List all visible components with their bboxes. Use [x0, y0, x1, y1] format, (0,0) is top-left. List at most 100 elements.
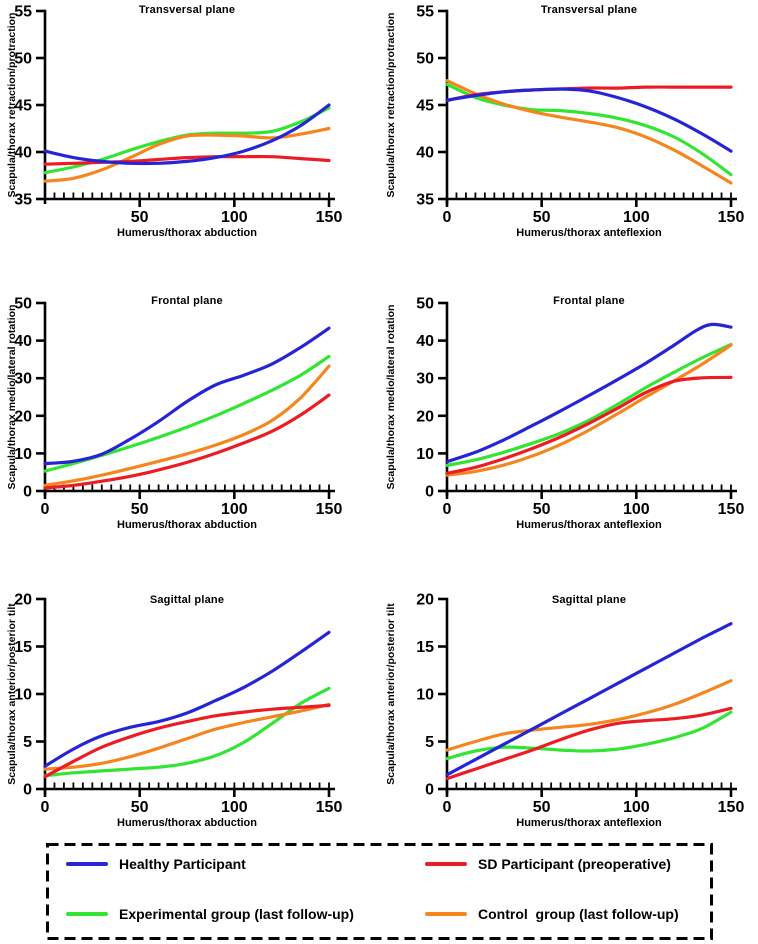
svg-text:0: 0 [41, 799, 50, 816]
svg-text:150: 150 [718, 501, 745, 518]
svg-text:0: 0 [23, 782, 32, 799]
y-axis-label: Scapula/thorax medio/lateral rotation [385, 304, 397, 490]
svg-text:40: 40 [14, 145, 32, 162]
plot-area: 0 10 20 30 40 50 0 50 100 150 [14, 296, 343, 519]
svg-text:10: 10 [416, 446, 434, 463]
svg-text:5: 5 [425, 734, 434, 751]
svg-text:55: 55 [416, 4, 434, 21]
chart-transversal-anteflexion: 35 40 45 50 55 0 50 100 150 Transversal plane Sc… [379, 0, 758, 255]
svg-text:150: 150 [718, 209, 745, 226]
svg-text:0: 0 [425, 782, 434, 799]
svg-text:50: 50 [14, 51, 32, 68]
plot-area: 35 40 45 50 55 50 100 150 [14, 4, 343, 227]
chart-frontal-abduction: 0 10 20 30 40 50 0 50 100 150 Frontal plane Scapu… [0, 280, 379, 565]
plot-area: 0 5 10 15 20 0 50 100 150 [14, 592, 343, 817]
chart-title: Sagittal plane [551, 594, 627, 606]
legend-swatch-control [425, 911, 467, 917]
svg-text:150: 150 [316, 799, 343, 816]
svg-text:40: 40 [416, 333, 434, 350]
svg-text:45: 45 [416, 98, 434, 115]
svg-text:20: 20 [14, 592, 32, 609]
x-axis-label: Humerus/thorax anteflexion [516, 817, 662, 829]
x-axis-label: Humerus/thorax abduction [117, 519, 257, 531]
chart-sagittal-anteflexion: 0 5 10 15 20 0 50 100 150 Sagittal plane Scapula… [379, 570, 758, 840]
x-axis-label: Humerus/thorax abduction [117, 227, 257, 239]
y-axis-label: Scapula/thorax anterior/posterior tilt [385, 603, 397, 785]
svg-text:10: 10 [416, 687, 434, 704]
svg-text:10: 10 [14, 446, 32, 463]
chart-title: Frontal plane [151, 295, 223, 307]
svg-text:40: 40 [14, 333, 32, 350]
svg-text:40: 40 [416, 145, 434, 162]
svg-text:100: 100 [623, 209, 650, 226]
svg-text:45: 45 [14, 98, 32, 115]
svg-text:50: 50 [416, 296, 434, 313]
svg-text:0: 0 [443, 501, 452, 518]
legend-label-sd: SD Participant (preoperative) [478, 856, 671, 872]
svg-text:150: 150 [316, 209, 343, 226]
legend-item-experimental: Experimental group (last follow-up) [66, 904, 354, 924]
legend-dashed-border [46, 843, 713, 940]
legend-swatch-healthy [66, 861, 108, 867]
legend-item-sd: SD Participant (preoperative) [425, 854, 671, 874]
y-axis-label: Scapula/thorax retraction/protraction [6, 12, 18, 198]
chart-title: Transversal plane [138, 4, 236, 16]
svg-text:0: 0 [23, 484, 32, 501]
svg-text:10: 10 [14, 687, 32, 704]
plot-area: 0 10 20 30 40 50 0 50 100 150 [416, 296, 745, 519]
svg-text:150: 150 [718, 799, 745, 816]
svg-text:0: 0 [443, 799, 452, 816]
x-axis-label: Humerus/thorax anteflexion [516, 227, 662, 239]
svg-text:50: 50 [14, 296, 32, 313]
y-axis-label: Scapula/thorax retraction/protraction [385, 12, 397, 198]
svg-text:35: 35 [416, 192, 434, 209]
legend-label-control: Control group (last follow-up) [478, 906, 679, 922]
legend-item-healthy: Healthy Participant [66, 854, 246, 874]
chart-transversal-abduction: 35 40 45 50 55 50 100 150 Transversal plane Sca… [0, 0, 379, 255]
legend-box: Healthy Participant SD Participant (preo… [46, 843, 713, 940]
svg-text:35: 35 [14, 192, 32, 209]
svg-text:50: 50 [533, 501, 551, 518]
svg-text:30: 30 [14, 371, 32, 388]
svg-text:100: 100 [623, 799, 650, 816]
svg-text:0: 0 [41, 501, 50, 518]
svg-text:20: 20 [416, 408, 434, 425]
x-axis-label: Humerus/thorax anteflexion [516, 519, 662, 531]
chart-sagittal-abduction: 0 5 10 15 20 0 50 100 150 Sagittal plane Scapula… [0, 570, 379, 840]
y-axis-label: Scapula/thorax anterior/posterior tilt [6, 603, 18, 785]
svg-text:50: 50 [533, 209, 551, 226]
svg-text:5: 5 [23, 734, 32, 751]
svg-text:20: 20 [416, 592, 434, 609]
chart-title: Frontal plane [553, 295, 625, 307]
legend-label-experimental: Experimental group (last follow-up) [119, 906, 354, 922]
svg-text:100: 100 [221, 799, 248, 816]
svg-text:50: 50 [131, 799, 149, 816]
svg-text:0: 0 [425, 484, 434, 501]
legend-swatch-sd [425, 861, 467, 867]
svg-text:100: 100 [623, 501, 650, 518]
legend-item-control: Control group (last follow-up) [425, 904, 679, 924]
plot-area: 0 5 10 15 20 0 50 100 150 [416, 592, 745, 817]
svg-text:20: 20 [14, 408, 32, 425]
svg-text:15: 15 [14, 639, 32, 656]
plot-area: 35 40 45 50 55 0 50 100 150 [416, 4, 745, 227]
svg-text:15: 15 [416, 639, 434, 656]
svg-text:100: 100 [221, 209, 248, 226]
svg-text:30: 30 [416, 371, 434, 388]
y-axis-label: Scapula/thorax medio/lateral rotation [6, 304, 18, 490]
chart-title: Sagittal plane [149, 594, 225, 606]
x-axis-label: Humerus/thorax abduction [117, 817, 257, 829]
chart-frontal-anteflexion: 0 10 20 30 40 50 0 50 100 150 Frontal plane Scapu… [379, 280, 758, 565]
svg-text:50: 50 [533, 799, 551, 816]
svg-text:0: 0 [443, 209, 452, 226]
svg-text:50: 50 [131, 209, 149, 226]
svg-text:100: 100 [221, 501, 248, 518]
svg-text:50: 50 [131, 501, 149, 518]
chart-title: Transversal plane [540, 4, 638, 16]
legend-label-healthy: Healthy Participant [119, 856, 246, 872]
svg-text:55: 55 [14, 4, 32, 21]
legend-swatch-experimental [66, 911, 108, 917]
svg-text:50: 50 [416, 51, 434, 68]
svg-text:150: 150 [316, 501, 343, 518]
